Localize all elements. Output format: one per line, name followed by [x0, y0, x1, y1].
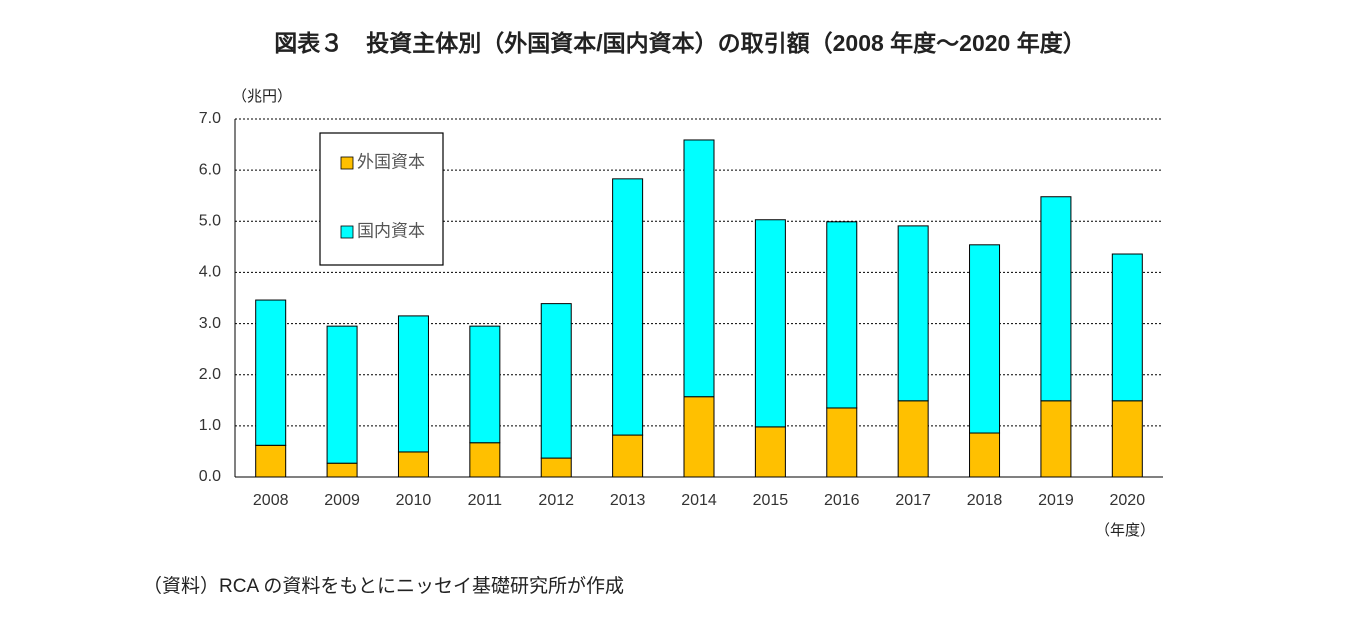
x-tick-label: 2014 [681, 492, 717, 509]
x-axis-label: （年度） [1095, 522, 1155, 539]
bar-segment [612, 178, 644, 436]
bar-segment [969, 244, 1001, 434]
bar-segment [897, 400, 929, 478]
bar-segment [754, 426, 786, 478]
x-tick-label: 2011 [468, 492, 503, 509]
legend-box [319, 132, 444, 266]
y-tick-label: 4.0 [199, 264, 221, 281]
bar-segment [326, 462, 358, 478]
bar-segment [397, 451, 429, 478]
bar-segment [612, 434, 644, 478]
bar-segment [255, 299, 287, 446]
x-tick-label: 2018 [967, 492, 1003, 509]
y-tick-label: 7.0 [199, 110, 221, 127]
legend-swatch [340, 225, 354, 239]
bar-segment [826, 221, 858, 409]
bar-segment [683, 139, 715, 398]
x-tick-label: 2015 [753, 492, 789, 509]
chart-title: 図表３ 投資主体別（外国資本/国内資本）の取引額（2008 年度～2020 年度… [274, 30, 1086, 56]
bar-segment [897, 225, 929, 402]
x-tick-label: 2019 [1038, 492, 1074, 509]
y-tick-label: 5.0 [199, 213, 221, 230]
bar-segment [1040, 196, 1072, 402]
bar-segment [540, 457, 572, 478]
bar-segment [1111, 253, 1143, 402]
x-tick-label: 2008 [253, 492, 289, 509]
bar-segment [683, 396, 715, 478]
y-tick-label: 0.0 [199, 468, 221, 485]
x-tick-label: 2013 [610, 492, 646, 509]
y-tick-label: 1.0 [199, 417, 221, 434]
bar-segment [326, 325, 358, 464]
x-tick-label: 2017 [895, 492, 931, 509]
legend-swatch [340, 156, 354, 170]
bar-segment [397, 315, 429, 453]
x-tick-label: 2012 [538, 492, 574, 509]
bar-segment [826, 407, 858, 478]
x-tick-label: 2010 [396, 492, 432, 509]
x-tick-label: 2016 [824, 492, 860, 509]
bar-segment [1040, 400, 1072, 478]
bar-segment [469, 325, 501, 444]
legend-label: 外国資本 [357, 152, 425, 171]
y-tick-label: 2.0 [199, 366, 221, 383]
bar-segment [754, 219, 786, 428]
source-note: （資料）RCA の資料をもとにニッセイ基礎研究所が作成 [143, 575, 624, 597]
x-tick-label: 2009 [324, 492, 360, 509]
legend-label: 国内資本 [357, 221, 425, 240]
x-tick-label: 2020 [1110, 492, 1146, 509]
bar-segment [969, 432, 1001, 478]
y-axis-label: （兆円） [232, 88, 292, 105]
y-tick-label: 3.0 [199, 315, 221, 332]
y-tick-label: 6.0 [199, 161, 221, 178]
bar-segment [469, 442, 501, 478]
bar-segment [255, 444, 287, 478]
bar-segment [540, 303, 572, 459]
bar-segment [1111, 400, 1143, 478]
